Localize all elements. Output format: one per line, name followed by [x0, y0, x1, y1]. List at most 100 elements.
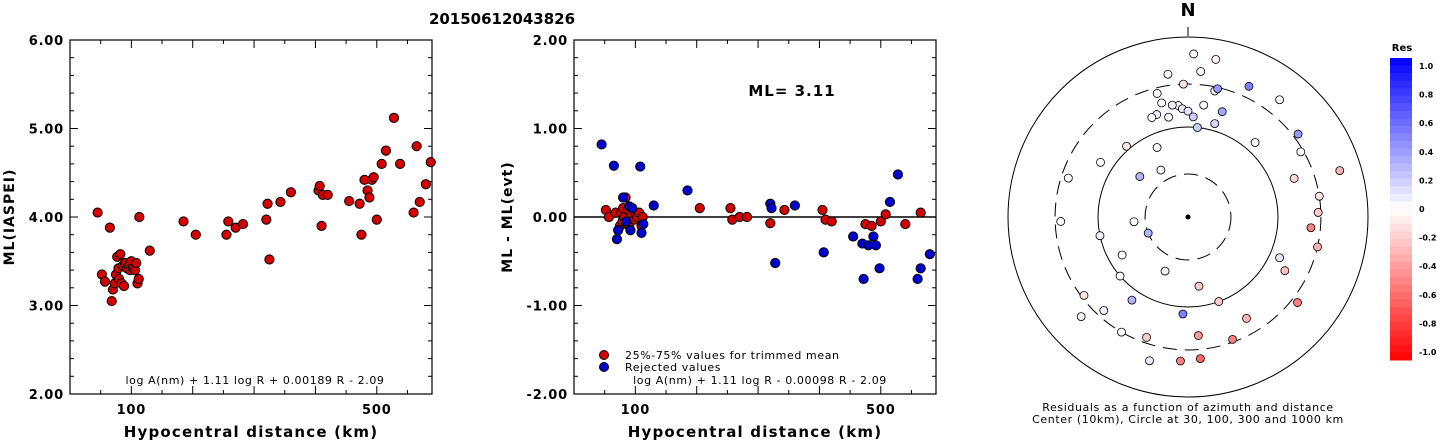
- data-point: [725, 203, 736, 214]
- y-axis-label: ML(IASPEI): [2, 169, 18, 266]
- colorbar-tick-label: 0.8: [1419, 91, 1434, 100]
- data-point: [221, 229, 232, 240]
- colorbar-swatch: [1390, 299, 1412, 308]
- data-point: [408, 207, 419, 218]
- azimuth-point: [1122, 141, 1131, 151]
- colorbar-swatch: [1390, 352, 1412, 361]
- colorbar-swatch: [1390, 201, 1412, 210]
- legend-label-rejected: Rejected values: [625, 361, 721, 374]
- y-tick-label: -1.00: [527, 300, 568, 315]
- colorbar-swatch: [1390, 65, 1412, 74]
- colorbar-tick-label: -0.8: [1419, 319, 1437, 328]
- azimuth-point: [1143, 228, 1153, 238]
- data-point: [354, 198, 365, 209]
- data-point: [262, 198, 273, 209]
- colorbar-title: Res: [1392, 43, 1412, 54]
- data-point: [118, 280, 130, 292]
- scatter-points: [92, 112, 436, 307]
- data-point: [636, 227, 647, 239]
- azimuth-point: [1242, 314, 1251, 323]
- y-tick-label: 5.00: [29, 123, 64, 138]
- colorbar-swatch: [1390, 231, 1412, 240]
- distance-ring: [1144, 173, 1232, 261]
- colorbar-swatch: [1390, 156, 1412, 165]
- x-tick-label: 100: [117, 403, 147, 418]
- formula-label: log A(nm) + 1.11 log R - 0.00098 R - 2.0…: [633, 374, 887, 387]
- azimuth-point: [1217, 107, 1227, 117]
- azimuth-point: [1178, 309, 1188, 319]
- azimuth-point: [1214, 297, 1224, 306]
- colorbar-swatch: [1390, 178, 1412, 187]
- x-axis-label: Hypocentral distance (km): [124, 423, 379, 441]
- data-point: [848, 231, 859, 242]
- y-tick-label: 1.00: [533, 123, 568, 138]
- colorbar-swatch: [1390, 344, 1412, 353]
- azimuth-point: [1099, 306, 1109, 315]
- azimuth-point: [1115, 271, 1125, 281]
- panel-azimuth-distance: N Residuals as a function of azimuth and…: [1007, 0, 1369, 426]
- azimuth-point: [1183, 106, 1193, 116]
- data-point: [621, 216, 632, 227]
- distance-ring: [1097, 126, 1279, 308]
- azimuth-point: [1056, 217, 1066, 226]
- colorbar-swatch: [1390, 246, 1412, 255]
- colorbar-swatch: [1390, 58, 1412, 67]
- azimuth-point: [1135, 172, 1145, 181]
- scatter-points: [596, 139, 935, 285]
- azimuth-point: [1063, 173, 1073, 183]
- x-tick-label: 500: [362, 403, 392, 418]
- legend-label-trimmed: 25%-75% values for trimmed mean: [625, 349, 840, 362]
- azimuth-point: [1293, 298, 1302, 307]
- data-point: [99, 276, 111, 287]
- colorbar-swatch: [1390, 261, 1412, 270]
- y-tick-label: 6.00: [29, 34, 64, 49]
- azimuth-point: [1095, 231, 1105, 241]
- azimuth-point: [1275, 95, 1285, 105]
- data-point: [880, 209, 891, 220]
- colorbar-swatch: [1390, 95, 1412, 104]
- distance-ring: [1007, 36, 1369, 398]
- data-point: [874, 263, 885, 274]
- azimuth-point: [1176, 356, 1185, 366]
- data-point: [817, 204, 828, 216]
- data-point: [420, 179, 431, 190]
- azimuth-point: [1280, 266, 1290, 276]
- data-point: [356, 229, 367, 240]
- colorbar-swatch: [1390, 110, 1412, 119]
- azimuth-point: [1296, 147, 1306, 157]
- x-axis-label: Hypocentral distance (km): [628, 423, 883, 441]
- colorbar-swatch: [1390, 103, 1412, 112]
- x-tick-label: 500: [866, 403, 896, 418]
- y-axis-label: ML - ML(evt): [500, 161, 516, 272]
- colorbar-swatch: [1390, 216, 1412, 225]
- azimuth-point: [1195, 354, 1205, 364]
- data-point: [414, 196, 425, 208]
- data-point: [741, 211, 753, 223]
- data-point: [765, 218, 776, 229]
- data-point: [875, 216, 886, 227]
- x-axis-ticks: 100 500: [100, 40, 408, 418]
- data-point: [912, 273, 923, 285]
- colorbar-swatch: [1390, 73, 1412, 82]
- y-tick-label: 3.00: [29, 300, 64, 315]
- azimuth-point: [1147, 113, 1157, 122]
- colorbar-tick-label: -1.0: [1419, 348, 1437, 357]
- azimuth-point: [1275, 253, 1284, 263]
- data-point: [368, 172, 379, 183]
- azimuth-point: [1164, 112, 1173, 122]
- colorbar-swatch: [1390, 209, 1412, 218]
- data-point: [411, 141, 422, 152]
- azimuth-point: [1096, 157, 1105, 167]
- colorbar-tick-label: -0.2: [1419, 234, 1437, 243]
- colorbar-swatch: [1390, 193, 1412, 202]
- data-point: [376, 158, 387, 169]
- data-point: [884, 196, 896, 208]
- colorbar-swatches: [1390, 58, 1412, 361]
- data-point: [131, 257, 142, 269]
- data-point: [866, 220, 877, 231]
- panel-ml-vs-distance: 2.00 3.00 4.00 5.00 6.00 100 500 log A(nm) + …: [2, 34, 436, 441]
- polar-caption-line1: Residuals as a function of azimuth and d…: [1042, 401, 1333, 414]
- colorbar-swatch: [1390, 269, 1412, 278]
- azimuth-point: [1167, 100, 1177, 110]
- azimuth-point: [1293, 129, 1303, 139]
